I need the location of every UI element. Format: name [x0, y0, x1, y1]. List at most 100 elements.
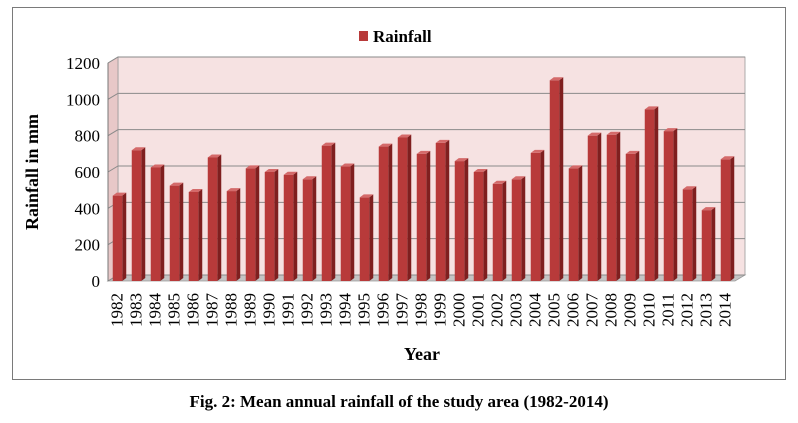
bar-top: [473, 169, 488, 172]
bar-side: [122, 192, 127, 281]
x-tick-label: 2013: [697, 293, 716, 327]
x-tick-label: 2003: [507, 293, 526, 327]
x-tick-label: 1987: [203, 293, 222, 328]
bar-top: [625, 150, 640, 154]
bar-side: [654, 106, 659, 281]
x-tick-label: 1984: [146, 293, 165, 328]
bar: [416, 150, 431, 281]
bar-top: [663, 128, 678, 132]
bar-side: [692, 186, 697, 281]
bar-top: [340, 163, 355, 167]
bar-top: [644, 106, 659, 110]
bar: [720, 156, 735, 281]
bar-front: [435, 142, 446, 281]
bar-side: [141, 147, 146, 281]
bar-top: [701, 207, 716, 211]
bar-top: [511, 176, 526, 180]
bar-side: [369, 194, 374, 281]
bar-side: [388, 143, 393, 281]
bar-side: [540, 149, 545, 281]
bar: [492, 180, 507, 281]
x-tick-label: 2009: [621, 293, 640, 327]
x-tick-label: 1997: [393, 293, 412, 328]
bar-side: [312, 176, 317, 281]
y-tick-label: 800: [75, 127, 101, 146]
y-tick-label: 200: [75, 236, 101, 255]
bar-front: [625, 153, 636, 281]
x-tick-label: 2011: [659, 293, 678, 326]
bar-side: [711, 207, 716, 281]
gridline: [107, 56, 745, 64]
bar-front: [568, 168, 579, 281]
y-tick-label: 600: [75, 163, 101, 182]
bar-top: [682, 186, 697, 190]
bar-front: [397, 137, 408, 281]
bar: [226, 188, 241, 281]
y-tick-label: 1200: [66, 54, 100, 73]
bar-side: [198, 188, 203, 281]
bar: [150, 164, 165, 281]
bar: [207, 154, 222, 281]
bar: [682, 186, 697, 281]
bar-front: [321, 145, 332, 281]
bar-front: [226, 191, 237, 281]
bar: [549, 77, 564, 281]
x-tick-label: 1985: [165, 293, 184, 327]
bar-side: [483, 169, 488, 281]
bar: [131, 147, 146, 281]
bar-front: [245, 168, 256, 281]
bar-top: [720, 156, 735, 160]
bar: [606, 131, 621, 281]
x-tick-label: 1996: [374, 293, 393, 327]
bar-top: [587, 132, 602, 136]
bar-top: [435, 139, 450, 143]
bar-top: [112, 192, 127, 196]
x-tick-label: 2000: [450, 293, 469, 327]
x-tick-label: 1995: [355, 293, 374, 327]
x-tick-label: 1998: [412, 293, 431, 327]
bar: [321, 142, 336, 281]
bar-top: [359, 194, 374, 198]
bar-front: [606, 134, 617, 281]
x-tick-label: 1982: [108, 293, 127, 327]
bar: [701, 207, 716, 281]
bars: [112, 77, 735, 281]
x-tick-label: 1992: [298, 293, 317, 327]
y-tick-labels: 0 200 400 600 800 1000 1200: [66, 54, 100, 291]
bar-top: [606, 131, 621, 135]
bar-side: [426, 150, 431, 281]
bar-side: [274, 169, 279, 281]
bar-front: [663, 131, 674, 281]
bar-side: [635, 150, 640, 281]
bar-side: [350, 163, 355, 281]
bar-front: [283, 174, 294, 281]
bar: [663, 128, 678, 281]
bar-top: [549, 77, 564, 81]
bar-front: [701, 210, 712, 281]
bar-top: [397, 134, 412, 138]
x-tick-label: 2012: [678, 293, 697, 327]
y-axis-title: Rainfall in mm: [22, 114, 42, 230]
y-tick-label: 400: [75, 199, 101, 218]
bar-front: [416, 153, 427, 281]
x-tick-label: 1983: [127, 293, 146, 327]
x-tick-label: 1990: [260, 293, 279, 327]
bar-side: [179, 182, 184, 281]
bar-top: [226, 188, 241, 192]
x-tick-label: 2014: [716, 293, 735, 328]
bar-side: [293, 171, 298, 281]
bar-side: [673, 128, 678, 281]
bar-top: [568, 165, 583, 169]
bar-front: [150, 167, 161, 281]
bar-front: [720, 159, 731, 281]
bar-front: [682, 189, 693, 281]
bar: [112, 192, 127, 281]
bar: [245, 165, 260, 281]
y-tick-label: 1000: [66, 90, 100, 109]
bar-side: [521, 176, 526, 281]
bar: [359, 194, 374, 281]
bar-front: [112, 195, 123, 281]
legend-swatch: [359, 31, 368, 41]
x-tick-label: 1991: [279, 293, 298, 327]
